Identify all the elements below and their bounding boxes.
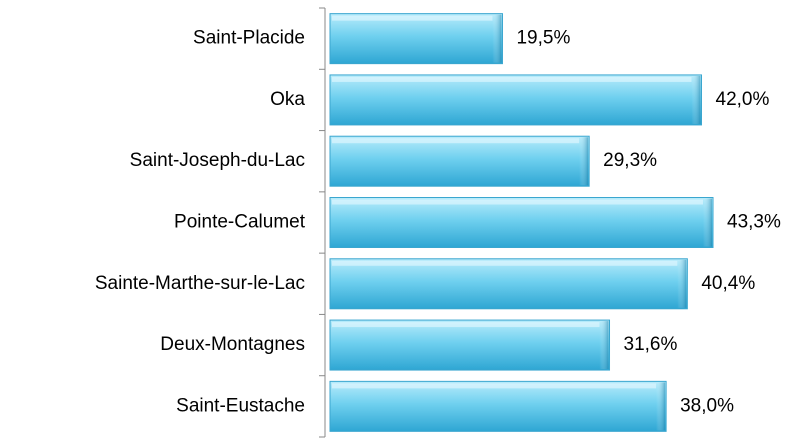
bar-shine [332, 199, 703, 205]
category-label: Deux-Montagnes [160, 334, 305, 355]
bar-bevel [492, 14, 502, 63]
bar-bevel [691, 75, 701, 124]
bar-shine [332, 260, 678, 266]
value-label: 42,0% [716, 89, 770, 110]
bar [329, 74, 703, 126]
bar [329, 319, 611, 371]
value-label: 19,5% [516, 28, 570, 49]
category-label: Sainte-Marthe-sur-le-Lac [95, 273, 305, 294]
bar-bevel [579, 137, 589, 186]
bar [329, 258, 688, 310]
bar [329, 13, 503, 65]
value-label: 40,4% [701, 273, 755, 294]
category-label: Saint-Joseph-du-Lac [130, 150, 305, 171]
bar [329, 197, 714, 248]
bar [329, 135, 590, 187]
bar-shine [332, 322, 600, 328]
category-label: Pointe-Calumet [174, 212, 306, 233]
bar-bevel [599, 321, 609, 370]
bar [329, 380, 667, 432]
bar-bevel [703, 198, 712, 247]
bar-bevel [656, 382, 666, 431]
category-label: Saint-Eustache [176, 395, 305, 416]
bar-shine [332, 76, 692, 82]
value-label: 29,3% [603, 150, 657, 171]
bar-shine [332, 138, 580, 144]
bar-shine [332, 15, 493, 21]
bar-shine [332, 383, 657, 389]
value-label: 43,3% [727, 212, 781, 233]
value-label: 31,6% [624, 334, 678, 355]
value-label: 38,0% [680, 395, 734, 416]
category-label: Oka [270, 89, 305, 110]
bar-bevel [677, 259, 687, 308]
category-label: Saint-Placide [193, 28, 305, 49]
